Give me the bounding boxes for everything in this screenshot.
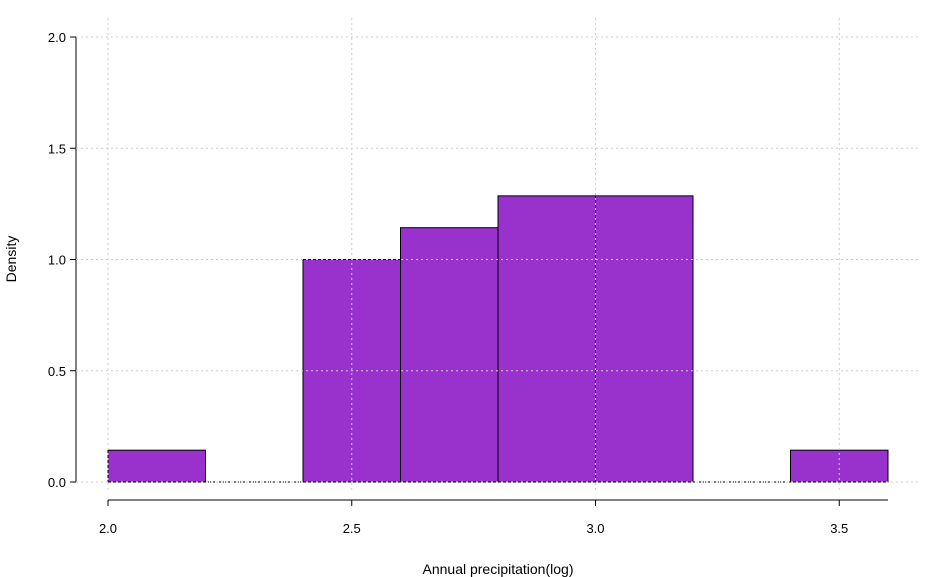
y-tick-label: 0.5: [48, 364, 66, 379]
histogram-bar: [595, 195, 694, 483]
x-tick-label: 2.5: [343, 521, 361, 536]
histogram-bar: [497, 195, 596, 483]
x-tick-label: 2.0: [99, 521, 117, 536]
y-tick-label: 0.0: [48, 475, 66, 490]
y-tick-label: 2.0: [48, 30, 66, 45]
histogram-bar: [107, 449, 206, 483]
histogram-bar: [400, 227, 499, 483]
y-axis-title: Density: [3, 236, 19, 283]
x-tick-label: 3.5: [830, 521, 848, 536]
x-tick-label: 3.0: [586, 521, 604, 536]
y-tick-label: 1.0: [48, 253, 66, 268]
histogram-bars: [107, 195, 889, 483]
histogram-bar: [790, 449, 889, 483]
grid: [76, 18, 918, 490]
y-tick-label: 1.5: [48, 141, 66, 156]
x-axis-title: Annual precipitation(log): [423, 561, 574, 577]
